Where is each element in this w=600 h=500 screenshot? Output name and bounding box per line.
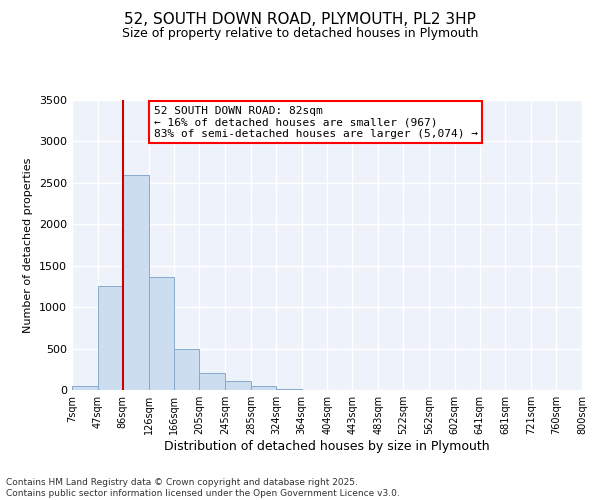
Text: 52, SOUTH DOWN ROAD, PLYMOUTH, PL2 3HP: 52, SOUTH DOWN ROAD, PLYMOUTH, PL2 3HP — [124, 12, 476, 28]
Text: 52 SOUTH DOWN ROAD: 82sqm
← 16% of detached houses are smaller (967)
83% of semi: 52 SOUTH DOWN ROAD: 82sqm ← 16% of detac… — [154, 106, 478, 139]
Bar — [149, 278, 174, 390]
Bar — [98, 286, 123, 390]
Bar — [276, 389, 302, 390]
X-axis label: Distribution of detached houses by size in Plymouth: Distribution of detached houses by size … — [164, 440, 490, 453]
Bar — [251, 386, 276, 390]
Text: Size of property relative to detached houses in Plymouth: Size of property relative to detached ho… — [122, 28, 478, 40]
Y-axis label: Number of detached properties: Number of detached properties — [23, 158, 34, 332]
Bar — [225, 381, 251, 390]
Bar — [72, 386, 98, 390]
Text: Contains HM Land Registry data © Crown copyright and database right 2025.
Contai: Contains HM Land Registry data © Crown c… — [6, 478, 400, 498]
Bar — [199, 374, 225, 390]
Bar — [174, 348, 199, 390]
Bar — [123, 174, 149, 390]
